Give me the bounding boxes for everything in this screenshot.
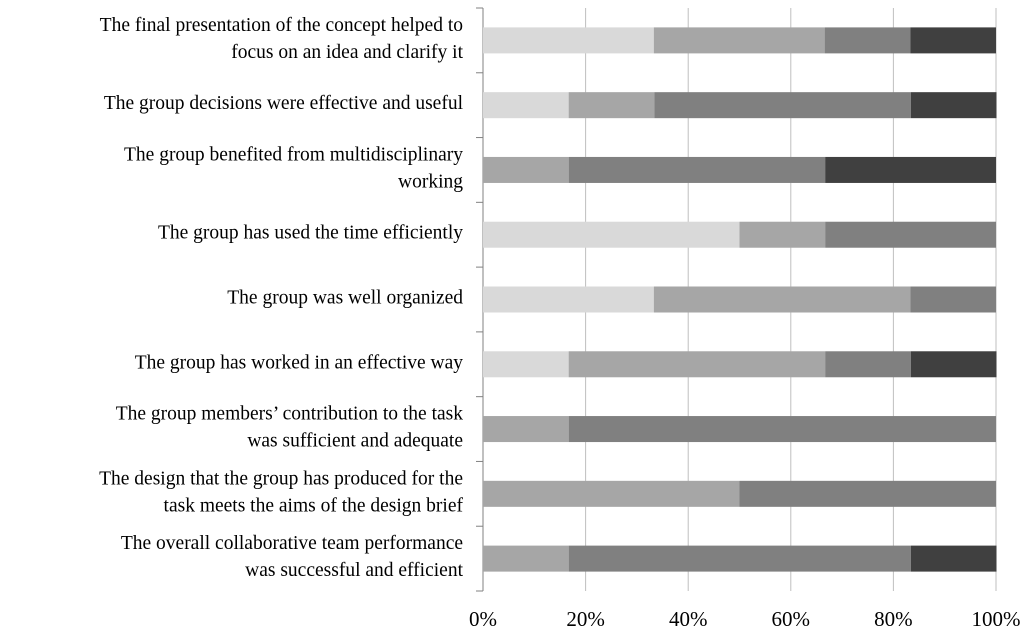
x-tick-label: 100% (972, 607, 1021, 631)
category-label: The group members’ contribution to the t… (116, 404, 464, 452)
bar-segment (568, 545, 911, 572)
category-label-line: The group benefited from multidisciplina… (124, 145, 463, 166)
bar-segment (739, 221, 826, 248)
category-label-line: task meets the aims of the design brief (164, 496, 464, 517)
bar-segment (824, 27, 911, 54)
bar-segment (483, 92, 569, 119)
bar-segment (568, 416, 996, 443)
bar-segment (825, 351, 911, 378)
bar-segment (483, 480, 740, 507)
bar-segment (910, 545, 997, 572)
bar-segment (483, 156, 569, 183)
category-label: The group has used the time efficiently (158, 223, 463, 244)
bar-segment (483, 286, 654, 313)
category-label: The group benefited from multidisciplina… (124, 145, 463, 193)
category-label: The group was well organized (227, 288, 463, 309)
category-label-line: The group was well organized (227, 288, 463, 309)
category-label-line: The group members’ contribution to the t… (116, 404, 464, 425)
category-label: The group has worked in an effective way (135, 353, 464, 374)
bar-segment (653, 286, 911, 313)
x-tick-label: 60% (772, 607, 811, 631)
category-label-line: The overall collaborative team performan… (121, 534, 463, 555)
bar-segment (739, 480, 996, 507)
x-tick-label: 0% (469, 607, 497, 631)
bar-segment (568, 92, 655, 119)
bar-segment (825, 221, 996, 248)
bar-segment (910, 286, 996, 313)
category-label-line: The group has worked in an effective way (135, 353, 464, 374)
category-label-line: The final presentation of the concept he… (100, 15, 463, 36)
category-label-line: focus on an idea and clarify it (231, 42, 463, 63)
category-label-line: The group decisions were effective and u… (104, 94, 464, 115)
bar-segment (910, 92, 997, 119)
bar-segment (910, 27, 996, 54)
x-tick-label: 40% (669, 607, 708, 631)
category-label: The overall collaborative team performan… (121, 534, 464, 582)
category-label-line: The group has used the time efficiently (158, 223, 463, 244)
category-label: The group decisions were effective and u… (104, 94, 464, 115)
category-label-line: The design that the group has produced f… (99, 469, 463, 490)
x-tick-label: 20% (566, 607, 605, 631)
bar-segment (654, 92, 911, 119)
category-label-line: was sufficient and adequate (247, 431, 463, 452)
bar-segment (483, 416, 569, 443)
category-label: The design that the group has produced f… (99, 469, 463, 517)
bar-segment (653, 27, 825, 54)
bar-segment (910, 351, 997, 378)
bar-segment (483, 351, 569, 378)
category-label: The final presentation of the concept he… (100, 15, 464, 63)
bar-segment (483, 221, 740, 248)
x-tick-label: 80% (874, 607, 913, 631)
bar-segment (483, 545, 569, 572)
bar-segment (825, 156, 996, 183)
bar-segment (568, 156, 826, 183)
bar-segment (483, 27, 654, 54)
category-label-line: was successful and efficient (245, 561, 463, 582)
category-label-line: working (398, 172, 463, 193)
bar-segment (568, 351, 826, 378)
